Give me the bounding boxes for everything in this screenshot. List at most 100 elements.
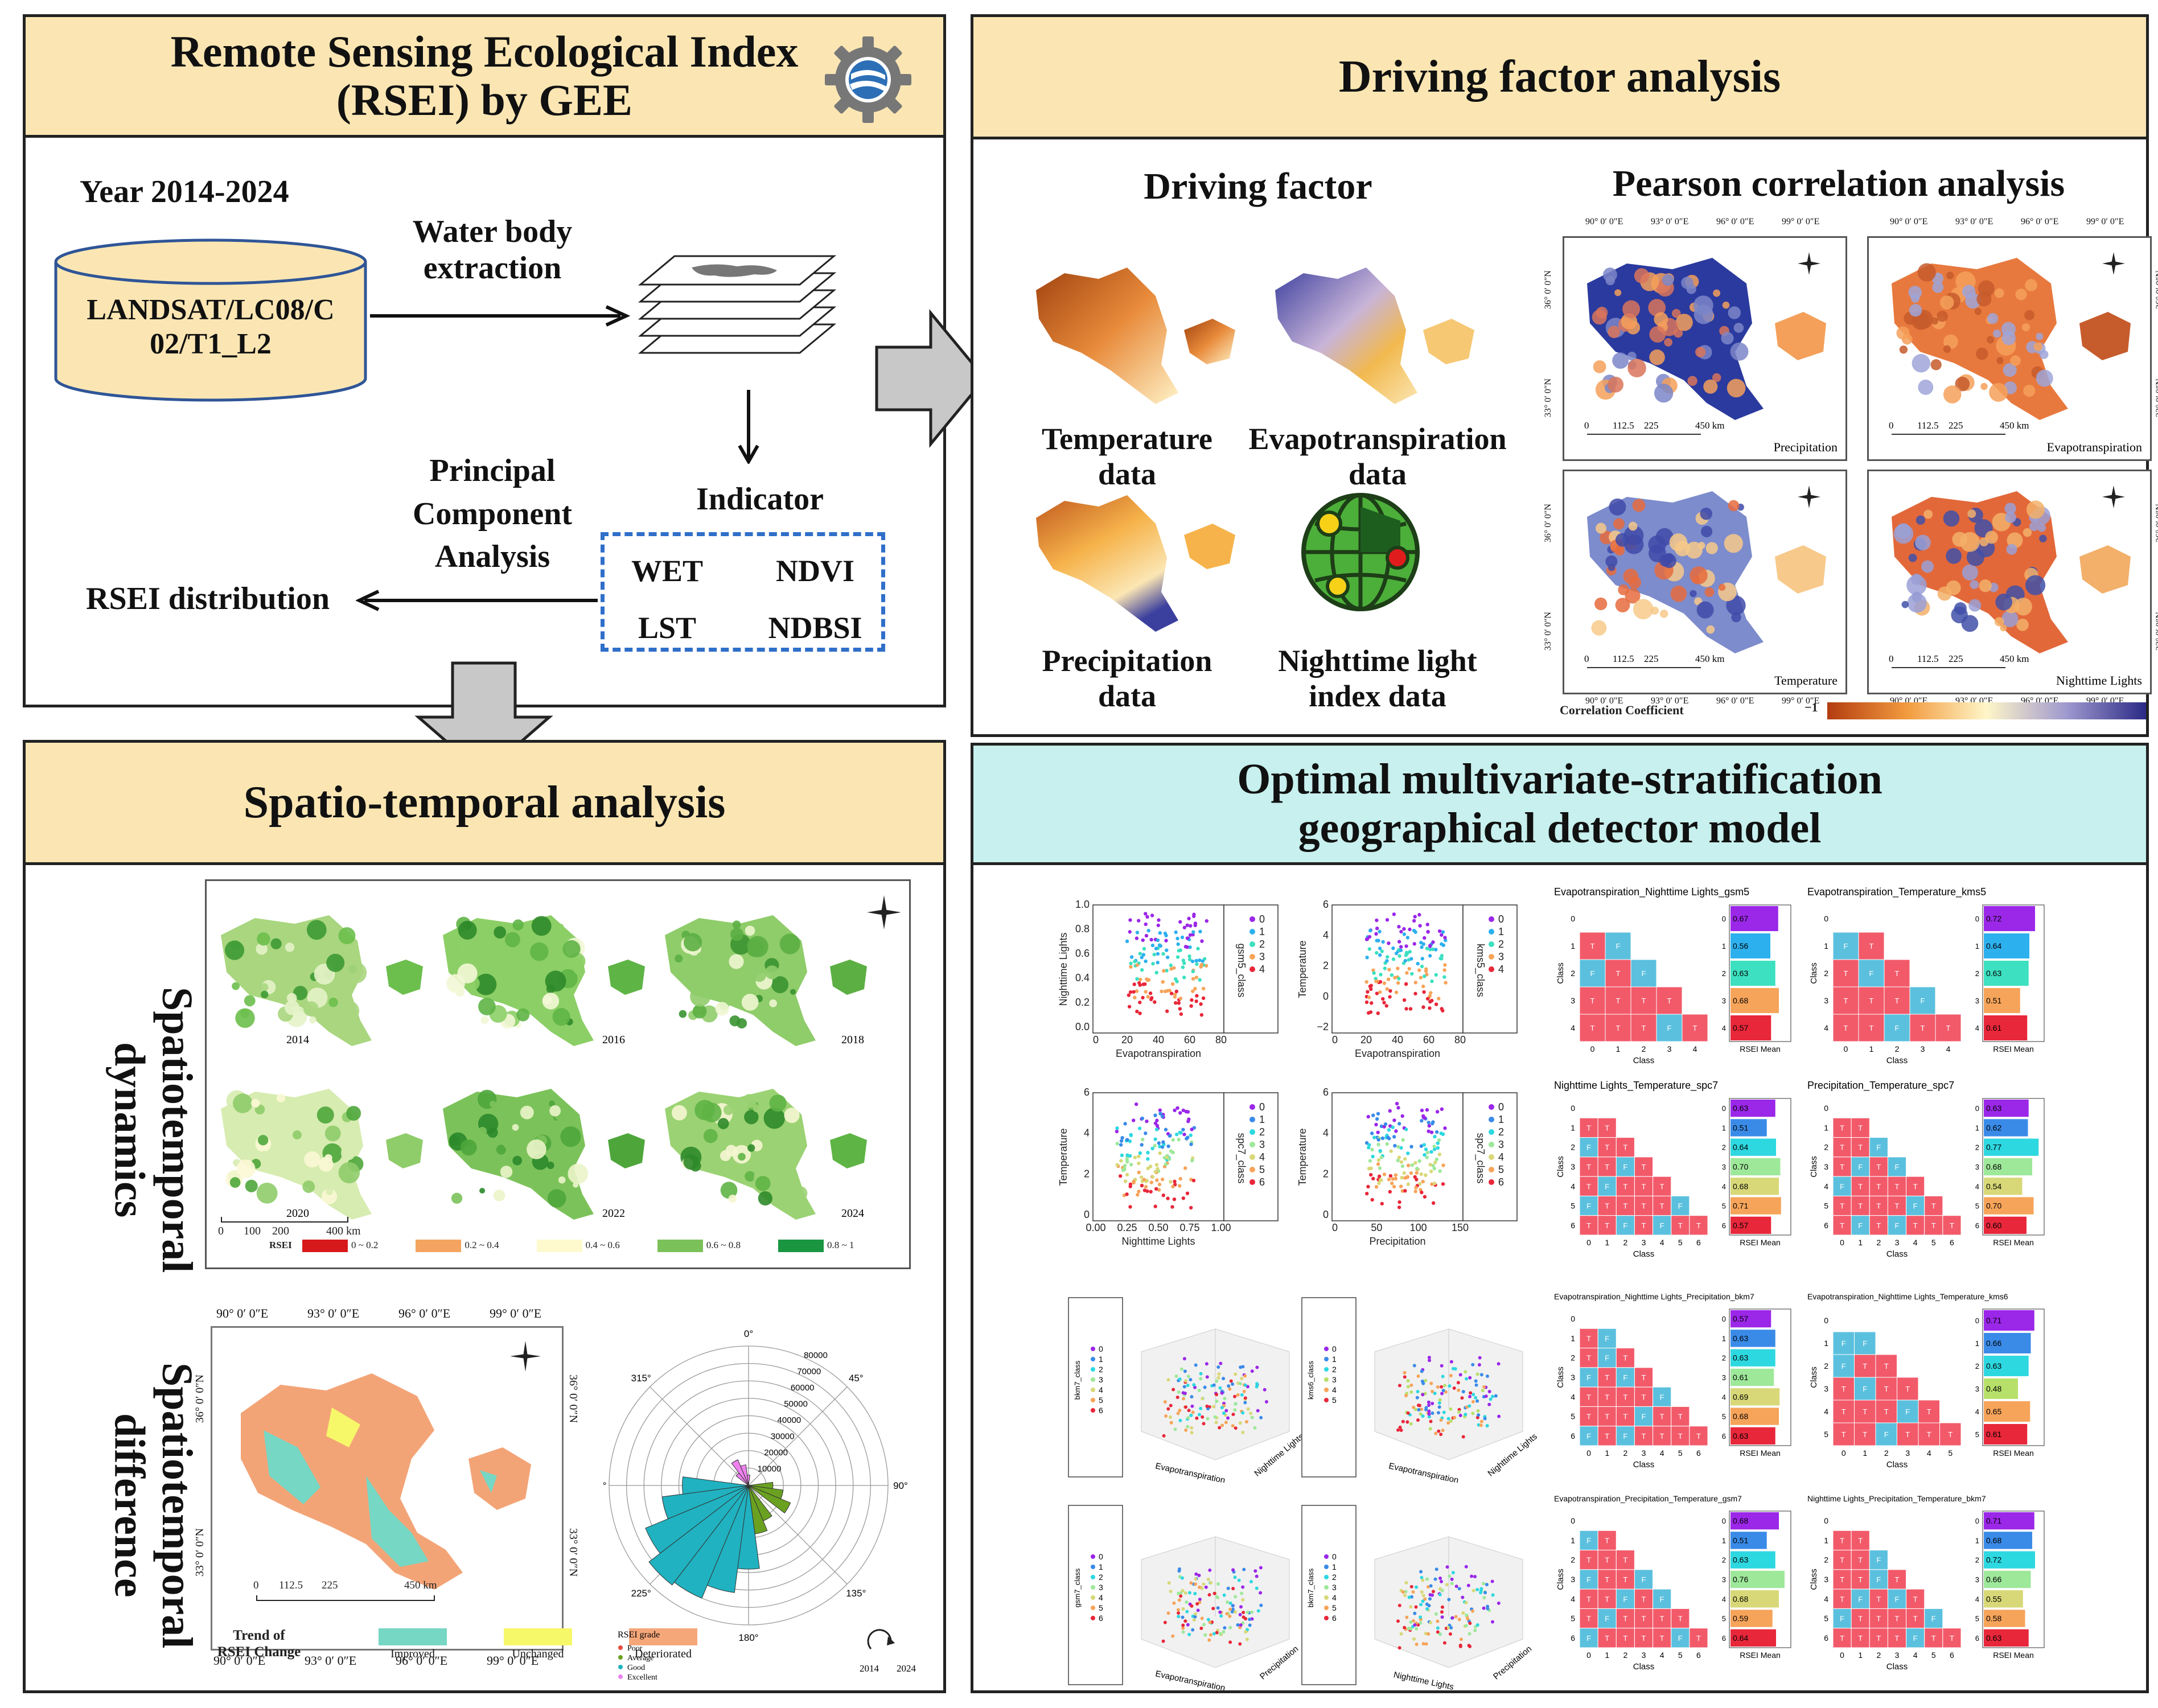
heatmap-cell [1851,1530,1870,1551]
scatter-point [1178,1130,1182,1134]
heatmap-cell-label: T [1616,969,1621,978]
heatmap-cell-label: T [1844,997,1848,1005]
rsei-patch [512,1155,523,1166]
scatter-legend-label: 3 [1259,1139,1265,1150]
scatter-point [1135,936,1139,940]
scatter-point [1418,1182,1422,1186]
scatter-point [1377,1174,1382,1179]
rsei-mean-value: 0.51 [1733,1536,1748,1545]
scatter-xtick: 40 [1392,1034,1403,1046]
rsei-mean-bar [1730,1532,1767,1549]
dataset-line1: LANDSAT/LC08/C [87,294,335,326]
rsei-mean-ytick: 2 [1722,1143,1726,1152]
scatter-point [1128,930,1132,934]
scatter3d-point [1220,1423,1224,1427]
scatter3d-point [1189,1413,1193,1417]
scatter3d-point [1231,1568,1235,1572]
diff-scale-225: 225 [322,1579,338,1591]
scatter3d-legend-label: 6 [1099,1614,1103,1623]
heatmap-cell-label: T [1642,1634,1646,1643]
rsei-mean-ytick: 0 [1975,1316,1979,1325]
heatmap-cell-label: T [1840,1595,1844,1603]
corr-pixel-blob [1979,579,1992,592]
rsei-patch [340,1146,356,1160]
scatter-point [1375,927,1379,931]
scatter3d-point [1191,1410,1195,1414]
rsei-mean-value: 0.77 [1986,1143,2001,1152]
scatter-point [1140,1183,1144,1188]
scatter-ytick: 2 [1323,1168,1329,1179]
scatter3d-legend-dot [1091,1606,1095,1610]
rsei-patch [303,1001,319,1016]
scatter-point [1440,1007,1444,1011]
scatter3d-point [1483,1417,1487,1421]
scatter3d-legend-label: 3 [1332,1583,1337,1592]
rose-angle-label: 315° [631,1373,651,1384]
scatter3d-point [1222,1593,1226,1597]
diff-lat-right: 33° 0′ 0″N [567,1528,579,1577]
scatter-point [1173,977,1178,981]
rsei-patch [745,925,755,936]
heatmap-xlabel: Class [1886,1662,1908,1672]
heatmap-ytick: 3 [1571,1373,1575,1382]
corr-pixel-blob [2010,355,2021,367]
scatter-point [1419,941,1423,945]
heatmap-cell [1832,1588,1852,1609]
scatter-point [1400,1114,1404,1118]
rsei-patch [784,1108,800,1123]
heatmap-cell [1616,1156,1635,1177]
corr-scale-label: 112.5 [1613,420,1634,431]
rsei-patch [293,986,308,1001]
scatter-point [1115,1142,1119,1146]
heatmap-ytick: 5 [1824,1430,1828,1439]
rsei-mean-bar [1984,1015,2028,1040]
rsei-mean-ytick: 1 [1722,1334,1726,1343]
corr-pixel-blob [1733,323,1744,333]
rsei-patch [738,1153,746,1161]
heatmap-cell [1832,1608,1852,1629]
scatter3d-point [1169,1590,1173,1594]
corr-scale-label: 0 [1584,653,1589,664]
scatter-point [1144,1131,1148,1135]
scatter-point [1443,963,1447,967]
scatter-point [1193,986,1197,991]
heatmap-xtick: 3 [1921,1044,1925,1053]
heatmap-ylabel: Class [1556,1367,1565,1388]
scatter3d-point [1220,1391,1224,1395]
rsei-mean-value: 0.54 [1986,1182,2001,1191]
scatter-point [1181,1127,1185,1132]
rsei-patch [478,1127,487,1136]
scatter3d-point [1216,1376,1220,1380]
scatter-point [1174,989,1179,994]
scatter3d-point [1440,1385,1444,1389]
rsei-patch [457,963,478,983]
scatter-point [1205,919,1209,923]
scatter-point [1137,1154,1141,1159]
heatmap-cell-label: T [1623,1556,1627,1565]
rsei-mean-value: 0.60 [1986,1221,2001,1230]
rsei-mean-ytick: 3 [1722,1373,1726,1382]
scatter-point [1196,946,1200,950]
scatter3d-legend-label: 3 [1099,1583,1103,1592]
scatter-point [1367,935,1372,939]
scatter3d-point [1243,1374,1247,1378]
scatter-point [1175,955,1180,959]
scatter3d-point [1485,1424,1489,1428]
scatter-point [1141,995,1145,1000]
rsei-mean-value: 0.68 [1733,1182,1748,1191]
scatter-point [1175,1106,1179,1110]
scatter-point [1404,1007,1408,1011]
heatmap-xtick: 2 [1642,1044,1646,1053]
heatmap-cell [1579,1386,1598,1407]
scatter3d-point [1415,1396,1419,1400]
dyn-scale-line [221,1217,348,1223]
scatter3d-point [1229,1379,1233,1383]
heatmap-cell-label: T [1590,997,1595,1005]
corr-map-title: Precipitation [1774,440,1838,454]
rsei-patch [690,986,711,1007]
scatter-point [1376,1112,1380,1116]
scatter-point [1198,958,1202,962]
heatmap-cell-label: T [1931,1634,1936,1643]
heatmap-ylabel: Class [1809,1156,1819,1178]
scatter-point [1408,1007,1413,1011]
